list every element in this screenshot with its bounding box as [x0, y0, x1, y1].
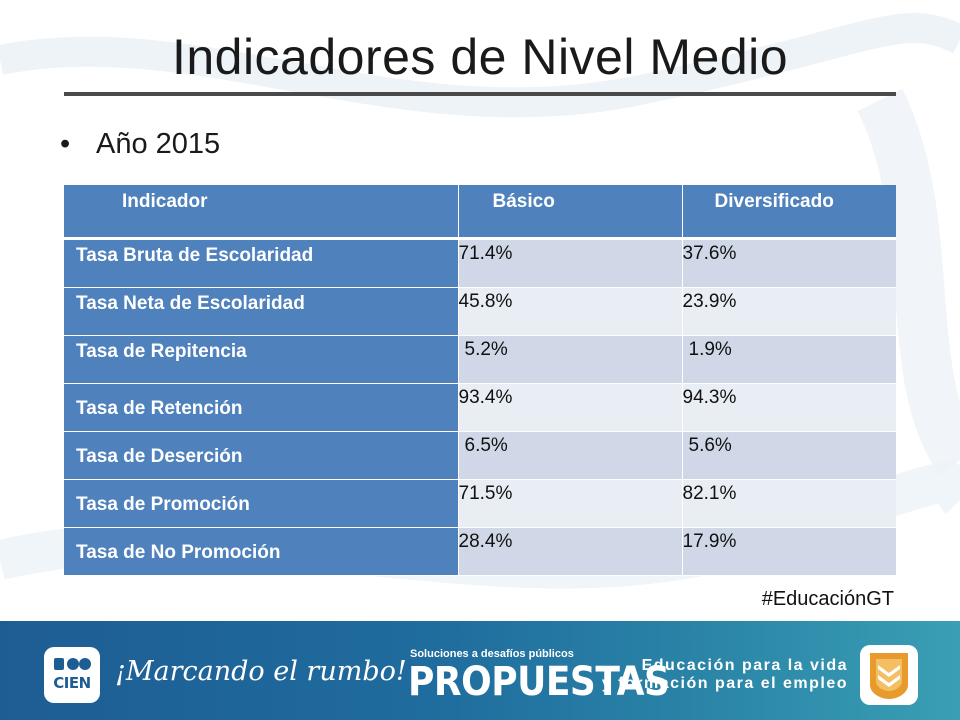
propuestas-subtitle: Soluciones a desafíos públicos — [410, 648, 574, 660]
tagline: ¡Marcando el rumbo! — [115, 656, 407, 687]
bullet-year: • Año 2015 — [60, 128, 220, 161]
footer-banner: CIEN ¡Marcando el rumbo! Soluciones a de… — [0, 621, 960, 720]
cell-basico: 71.5% — [458, 479, 682, 528]
cien-logo-text: CIEN — [53, 674, 91, 692]
table-header-row: Indicador Básico Diversificado — [64, 185, 896, 240]
indicators-table: Indicador Básico Diversificado Tasa Brut… — [64, 185, 896, 576]
table-row: Tasa de No Promoción 28.4% 17.9% — [64, 527, 896, 576]
cell-diversificado: 23.9% — [681, 287, 896, 336]
cell-diversificado: 1.9% — [681, 335, 896, 384]
education-slogan-line2: y formación para el empleo — [601, 675, 848, 692]
title-divider — [64, 92, 896, 96]
bullet-dot-icon: • — [60, 128, 71, 160]
bullet-text: Año 2015 — [96, 128, 221, 160]
cell-basico: 5.2% — [458, 335, 682, 384]
cell-basico: 6.5% — [458, 431, 682, 480]
row-label: Tasa Bruta de Escolaridad — [64, 238, 459, 288]
education-slogan-line1: Educación para la vida — [641, 657, 848, 674]
cien-logo: CIEN — [44, 647, 100, 703]
header-diversificado: Diversificado — [681, 185, 896, 240]
cell-diversificado: 94.3% — [681, 383, 896, 432]
row-label: Tasa de Deserción — [64, 431, 459, 480]
table-row: Tasa de Promoción 71.5% 82.1% — [64, 479, 896, 528]
education-badge — [860, 645, 918, 705]
page-title: Indicadores de Nivel Medio — [171, 29, 789, 85]
row-label: Tasa de Repitencia — [64, 335, 459, 384]
table-row: Tasa Neta de Escolaridad 45.8% 23.9% — [64, 287, 896, 336]
cell-basico: 45.8% — [458, 287, 682, 336]
badge-icon — [870, 653, 908, 699]
cell-basico: 93.4% — [458, 383, 682, 432]
cien-logo-icon — [54, 658, 91, 670]
cell-diversificado: 17.9% — [681, 527, 896, 576]
hashtag: #EducaciónGT — [761, 588, 894, 610]
cell-diversificado: 82.1% — [681, 479, 896, 528]
table-row: Tasa de Retención 93.4% 94.3% — [64, 383, 896, 432]
row-label: Tasa de Promoción — [64, 479, 459, 528]
row-label: Tasa Neta de Escolaridad — [64, 287, 459, 336]
table-row: Tasa de Repitencia 5.2% 1.9% — [64, 335, 896, 384]
table-row: Tasa de Deserción 6.5% 5.6% — [64, 431, 896, 480]
cell-diversificado: 37.6% — [681, 238, 896, 288]
education-slogan: Educación para la vida y formación para … — [602, 657, 848, 693]
cell-basico: 28.4% — [458, 527, 682, 576]
cell-diversificado: 5.6% — [681, 431, 896, 480]
table-row: Tasa Bruta de Escolaridad 71.4% 37.6% — [64, 238, 896, 288]
header-basico: Básico — [457, 185, 682, 240]
cell-basico: 71.4% — [458, 238, 682, 288]
header-indicador: Indicador — [64, 185, 458, 240]
row-label: Tasa de Retención — [64, 383, 459, 432]
row-label: Tasa de No Promoción — [64, 527, 459, 576]
propuestas-logo: PROPUESTAS — [408, 659, 670, 705]
